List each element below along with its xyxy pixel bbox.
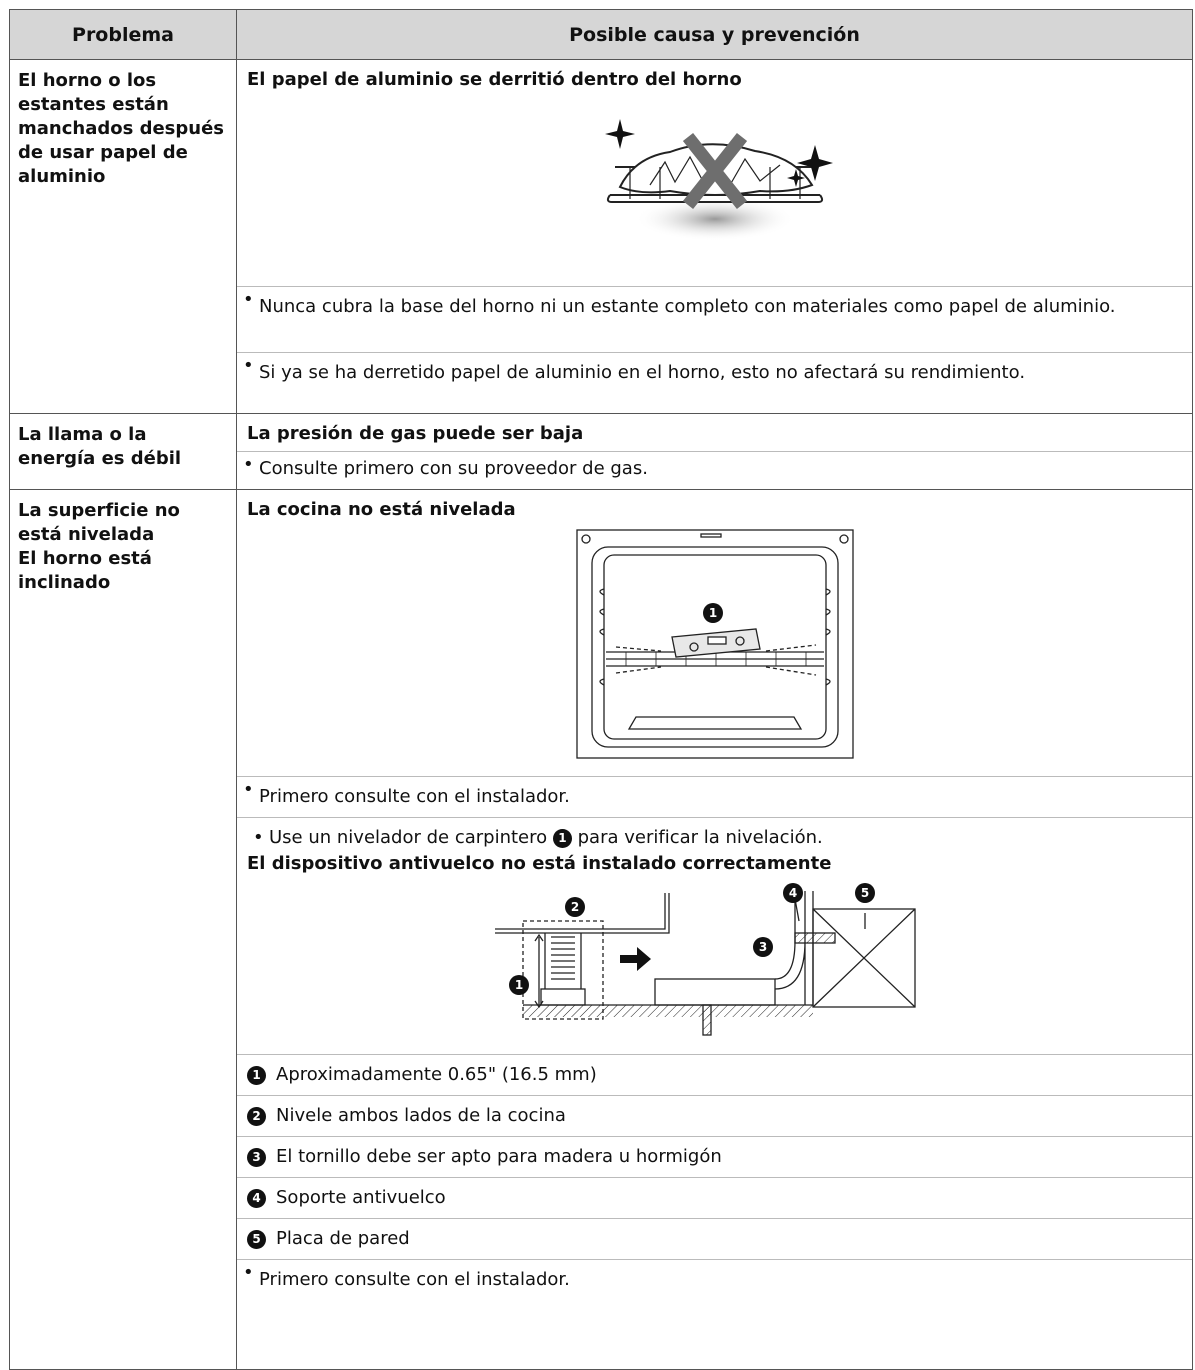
sub-block: Use un nivelador de carpintero 1 para ve…: [237, 817, 1192, 1054]
problem: La llama o la energía es débil: [9, 413, 237, 490]
bullet-item: Consulte primero con su proveedor de gas…: [237, 451, 1192, 489]
sub-block: El papel de aluminio se derritió dentro …: [237, 60, 1192, 286]
cause: El papel de aluminio se derritió dentro …: [247, 69, 742, 90]
header-row: Problema Posible causa y prevención: [9, 9, 1193, 60]
badge: 2: [247, 1106, 266, 1126]
cause-cell: La presión de gas puede ser baja Consult…: [236, 413, 1193, 490]
header-problem: Problema: [9, 9, 237, 60]
item-text: Nivele ambos lados de la cocina: [276, 1105, 566, 1126]
numbered-item: 4 Soporte antivuelco: [237, 1177, 1192, 1218]
cause: La cocina no está nivelada: [247, 499, 516, 520]
anti-tip-illustration: 1 2 3 4 5: [494, 883, 916, 1036]
row: La superficie no está nivelada El horno …: [9, 489, 1193, 1370]
badge: 5: [247, 1229, 266, 1249]
bullet-item: Si ya se ha derretido papel de aluminio …: [237, 352, 1192, 393]
callout-number: 4: [788, 886, 796, 900]
item-text: Aproximadamente 0.65" (16.5 mm): [276, 1064, 597, 1085]
cause-cell: El papel de aluminio se derritió dentro …: [236, 59, 1193, 414]
callout-number: 1: [514, 978, 522, 992]
sub-block: La cocina no está nivelada 1: [237, 490, 1192, 776]
troubleshooting-table: Problema Posible causa y prevención El h…: [9, 9, 1193, 1370]
item-text: Soporte antivuelco: [276, 1187, 446, 1208]
badge: 4: [247, 1188, 266, 1208]
problem: La superficie no está nivelada El horno …: [9, 489, 237, 1370]
foil-illustration: [604, 119, 833, 241]
problem: El horno o los estantes están manchados …: [9, 59, 237, 414]
bullet-item: Nunca cubra la base del horno ni un esta…: [237, 286, 1192, 352]
numbered-item: 1 Aproximadamente 0.65" (16.5 mm): [237, 1054, 1192, 1095]
badge: 1: [247, 1065, 266, 1085]
item-text: El tornillo debe ser apto para madera u …: [276, 1146, 722, 1167]
problem-line: El horno o los estantes están manchados …: [18, 70, 225, 187]
callout-number: 5: [860, 886, 868, 900]
numbered-item: 2 Nivele ambos lados de la cocina: [237, 1095, 1192, 1136]
oven-illustration: 1: [575, 529, 854, 759]
item-text: Use un nivelador de carpintero: [269, 827, 548, 848]
bullet-item: Primero consulte con el instalador.: [237, 776, 1192, 817]
problem-line: La superficie no está nivelada: [18, 500, 180, 545]
cause-cell: La cocina no está nivelada 1 Primero con…: [236, 489, 1193, 1370]
cause: La presión de gas puede ser baja: [247, 423, 584, 444]
callout-number: 1: [708, 606, 716, 620]
badge: 1: [552, 828, 572, 848]
problem-line: El horno está inclinado: [18, 548, 152, 593]
numbered-item: 3 El tornillo debe ser apto para madera u…: [237, 1136, 1192, 1177]
row: El horno o los estantes están manchados …: [9, 59, 1193, 414]
numbered-item: 5 Placa de pared: [237, 1218, 1192, 1259]
bullet-item: Primero consulte con el instalador.: [237, 1259, 1192, 1300]
cause: El dispositivo antivuelco no está instal…: [247, 853, 832, 874]
problem-line: La llama o la energía es débil: [18, 424, 182, 469]
callout-number: 3: [758, 940, 766, 954]
row: La llama o la energía es débil La presió…: [9, 413, 1193, 490]
badge: 3: [247, 1147, 266, 1167]
item-text: Placa de pared: [276, 1228, 410, 1249]
bullet-item: Use un nivelador de carpintero 1 para ve…: [247, 825, 1182, 851]
item-text: para verificar la nivelación.: [577, 827, 823, 848]
callout-number: 2: [570, 900, 578, 914]
header-cause: Posible causa y prevención: [236, 9, 1193, 60]
